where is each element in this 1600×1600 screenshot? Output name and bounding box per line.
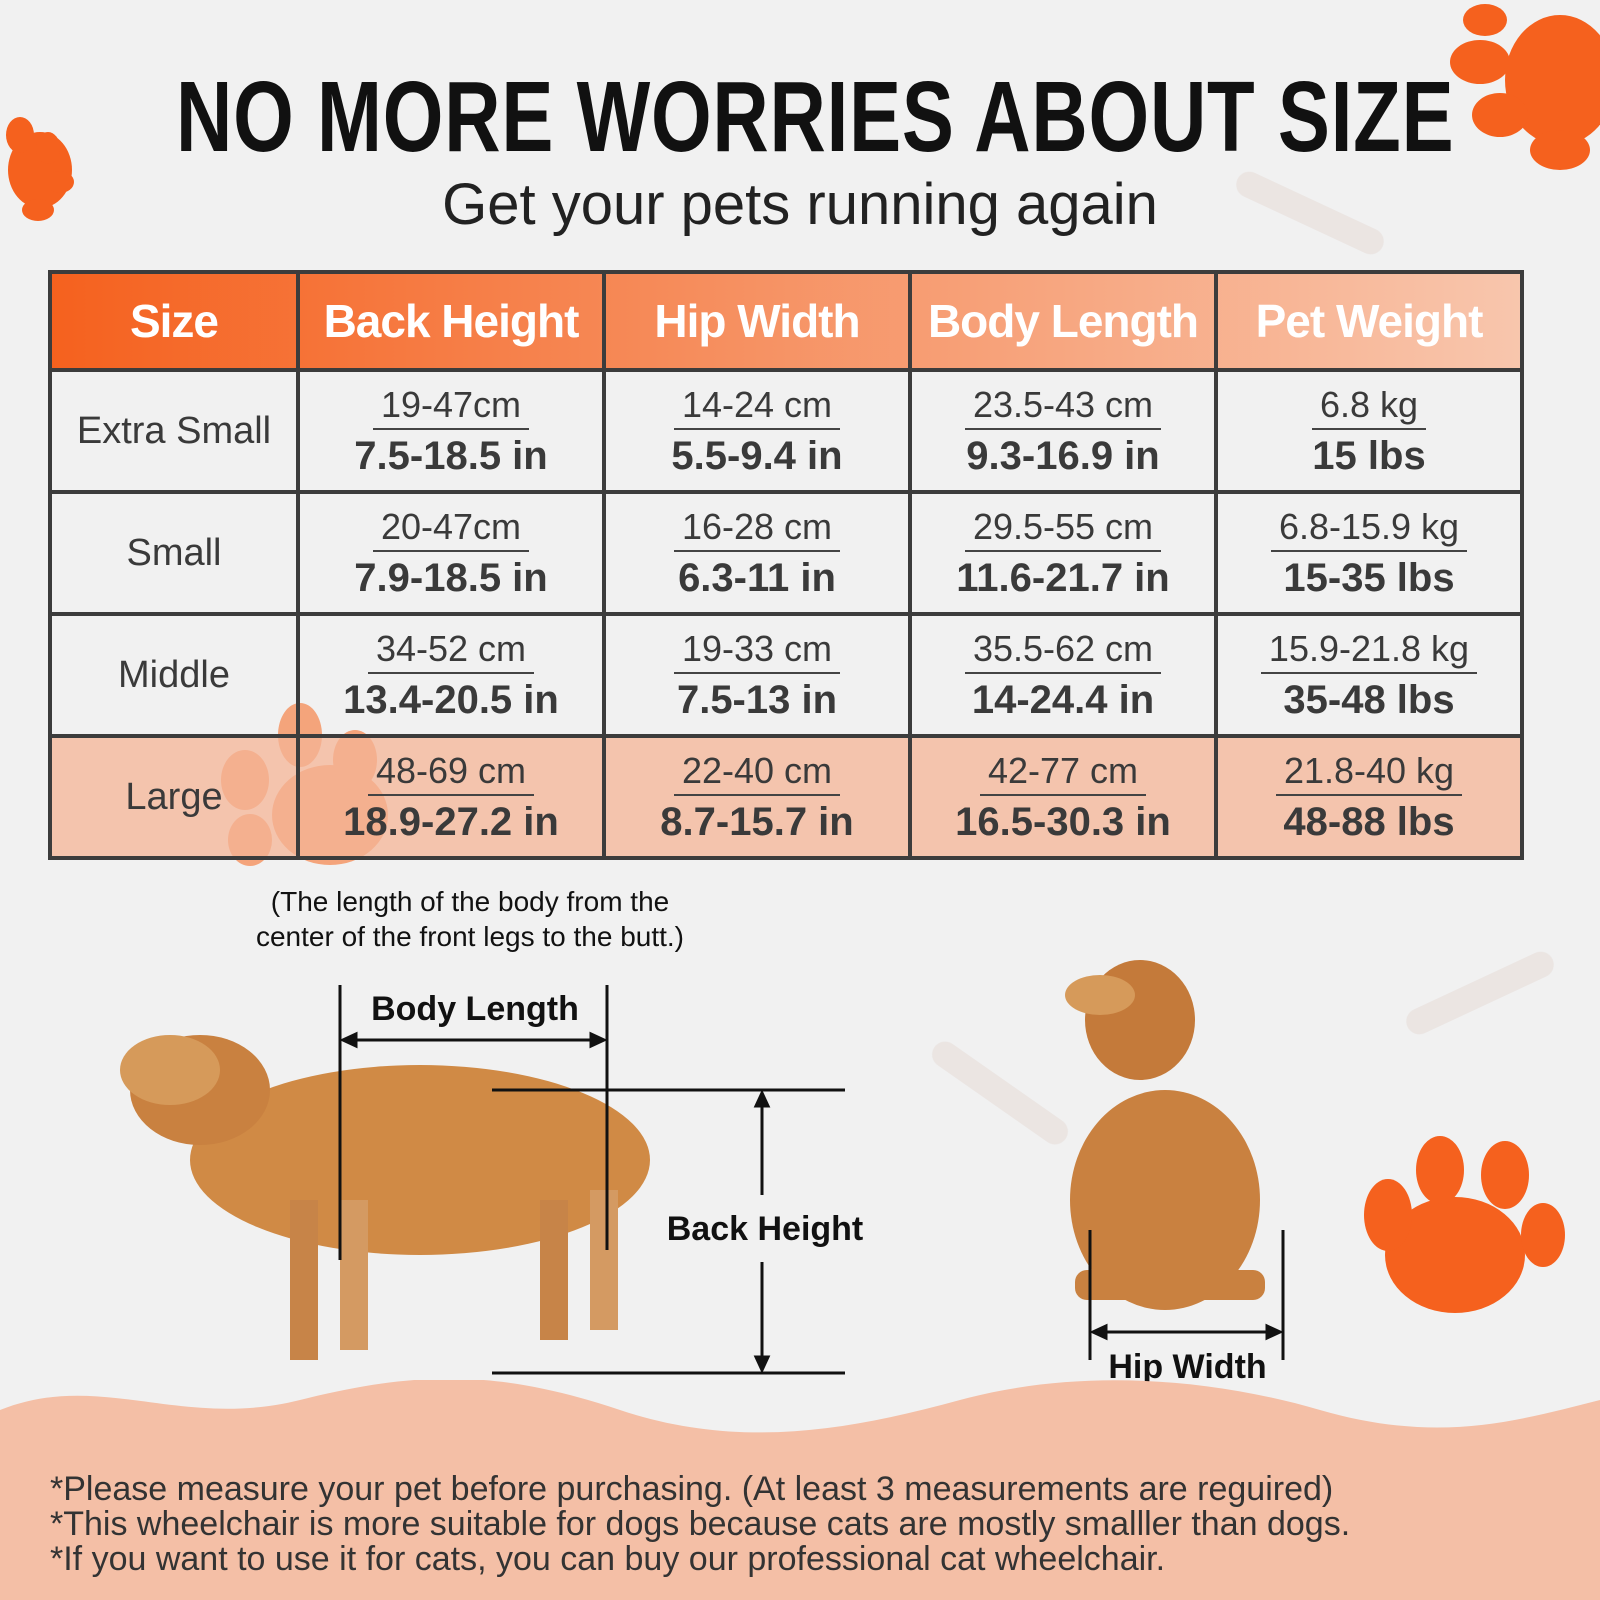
measure-cell: 22-40 cm 8.7-15.7 in bbox=[602, 734, 912, 860]
metric-value: 16-28 cm bbox=[673, 506, 841, 552]
size-cell: Middle bbox=[48, 612, 300, 738]
metric-value: 21.8-40 kg bbox=[1275, 750, 1463, 796]
table-row: Small 20-47cm 7.9-18.5 in 16-28 cm 6.3-11 in… bbox=[48, 490, 1524, 616]
footer-notes: *Please measure your pet before purchasi… bbox=[50, 1472, 1350, 1577]
standing-dog-illustration bbox=[120, 1035, 650, 1360]
metric-value: 22-40 cm bbox=[673, 750, 841, 796]
metric-value: 15.9-21.8 kg bbox=[1260, 628, 1478, 674]
measure-cell: 19-33 cm 7.5-13 in bbox=[602, 612, 912, 738]
size-chart-table: Size Back Height Hip Width Body Length P… bbox=[48, 270, 1524, 860]
imperial-value: 18.9-27.2 in bbox=[343, 799, 559, 844]
footer-note: *This wheelchair is more suitable for do… bbox=[50, 1505, 1351, 1543]
measure-cell: 21.8-40 kg 48-88 lbs bbox=[1214, 734, 1524, 860]
body-length-label: Body Length bbox=[371, 990, 579, 1028]
imperial-value: 7.5-13 in bbox=[676, 677, 838, 722]
measurement-lines bbox=[338, 985, 1285, 1375]
metric-value: 19-47cm bbox=[372, 384, 530, 430]
measure-cell: 19-47cm 7.5-18.5 in bbox=[296, 368, 606, 494]
metric-value: 23.5-43 cm bbox=[964, 384, 1162, 430]
measure-cell: 48-69 cm 18.9-27.2 in bbox=[296, 734, 606, 860]
footer-note: *If you want to use it for cats, you can… bbox=[50, 1540, 1166, 1578]
measure-cell: 15.9-21.8 kg 35-48 lbs bbox=[1214, 612, 1524, 738]
back-height-label: Back Height bbox=[666, 1210, 864, 1248]
imperial-value: 35-48 lbs bbox=[1283, 677, 1455, 722]
measure-cell: 14-24 cm 5.5-9.4 in bbox=[602, 368, 912, 494]
table-row: Extra Small 19-47cm 7.5-18.5 in 14-24 cm 5.5… bbox=[48, 368, 1524, 494]
measure-cell: 29.5-55 cm 11.6-21.7 in bbox=[908, 490, 1218, 616]
imperial-value: 6.3-11 in bbox=[678, 555, 836, 600]
table-row: Large 48-69 cm 18.9-27.2 in 22-40 cm 8.7-15.… bbox=[48, 734, 1524, 860]
hip-width-label: Hip Width bbox=[1108, 1348, 1267, 1386]
header-hip-width: Hip Width bbox=[602, 270, 912, 372]
table-row: Middle 34-52 cm 13.4-20.5 in 19-33 cm 7.5-13… bbox=[48, 612, 1524, 738]
imperial-value: 13.4-20.5 in bbox=[343, 677, 559, 722]
sitting-dog-illustration bbox=[1065, 960, 1265, 1310]
measure-cell: 34-52 cm 13.4-20.5 in bbox=[296, 612, 606, 738]
bone-icon bbox=[932, 171, 1554, 1145]
metric-value: 14-24 cm bbox=[673, 384, 841, 430]
imperial-value: 48-88 lbs bbox=[1283, 799, 1455, 844]
metric-value: 35.5-62 cm bbox=[964, 628, 1162, 674]
header-back-height: Back Height bbox=[296, 270, 606, 372]
imperial-value: 9.3-16.9 in bbox=[966, 433, 1160, 478]
metric-value: 42-77 cm bbox=[979, 750, 1147, 796]
paw-icon bbox=[1364, 1136, 1565, 1313]
metric-value: 34-52 cm bbox=[367, 628, 535, 674]
measure-cell: 16-28 cm 6.3-11 in bbox=[602, 490, 912, 616]
header-body-length: Body Length bbox=[908, 270, 1218, 372]
measure-cell: 6.8 kg 15 lbs bbox=[1214, 368, 1524, 494]
table-header-row: Size Back Height Hip Width Body Length P… bbox=[48, 270, 1524, 372]
page-title: NO MORE WORRIES ABOUT SIZE bbox=[176, 61, 1455, 173]
footer-wave bbox=[0, 1380, 1600, 1600]
measure-cell: 42-77 cm 16.5-30.3 in bbox=[908, 734, 1218, 860]
metric-value: 6.8 kg bbox=[1311, 384, 1427, 430]
size-cell: Small bbox=[48, 490, 300, 616]
measure-cell: 20-47cm 7.9-18.5 in bbox=[296, 490, 606, 616]
footer-note: *Please measure your pet before purchasi… bbox=[50, 1470, 1334, 1508]
measure-cell: 23.5-43 cm 9.3-16.9 in bbox=[908, 368, 1218, 494]
imperial-value: 16.5-30.3 in bbox=[955, 799, 1171, 844]
page-subtitle: Get your pets running again bbox=[442, 172, 1158, 237]
imperial-value: 8.7-15.7 in bbox=[660, 799, 854, 844]
imperial-value: 15 lbs bbox=[1312, 433, 1426, 478]
imperial-value: 14-24.4 in bbox=[971, 677, 1155, 722]
imperial-value: 7.9-18.5 in bbox=[354, 555, 548, 600]
note-line: (The length of the body from the bbox=[270, 886, 670, 917]
note-line: center of the front legs to the butt.) bbox=[255, 921, 685, 952]
metric-value: 48-69 cm bbox=[367, 750, 535, 796]
metric-value: 20-47cm bbox=[372, 506, 530, 552]
size-cell: Extra Small bbox=[48, 368, 300, 494]
header-size: Size bbox=[48, 270, 300, 372]
imperial-value: 11.6-21.7 in bbox=[956, 555, 1170, 600]
body-length-note: (The length of the body from the center … bbox=[170, 884, 770, 954]
imperial-value: 5.5-9.4 in bbox=[671, 433, 843, 478]
measure-cell: 6.8-15.9 kg 15-35 lbs bbox=[1214, 490, 1524, 616]
imperial-value: 7.5-18.5 in bbox=[354, 433, 548, 478]
paw-icon bbox=[1450, 4, 1600, 170]
measure-cell: 35.5-62 cm 14-24.4 in bbox=[908, 612, 1218, 738]
metric-value: 6.8-15.9 kg bbox=[1270, 506, 1468, 552]
metric-value: 29.5-55 cm bbox=[964, 506, 1162, 552]
metric-value: 19-33 cm bbox=[673, 628, 841, 674]
size-cell: Large bbox=[48, 734, 300, 860]
header-pet-weight: Pet Weight bbox=[1214, 270, 1524, 372]
paw-icon bbox=[6, 117, 74, 221]
imperial-value: 15-35 lbs bbox=[1283, 555, 1455, 600]
